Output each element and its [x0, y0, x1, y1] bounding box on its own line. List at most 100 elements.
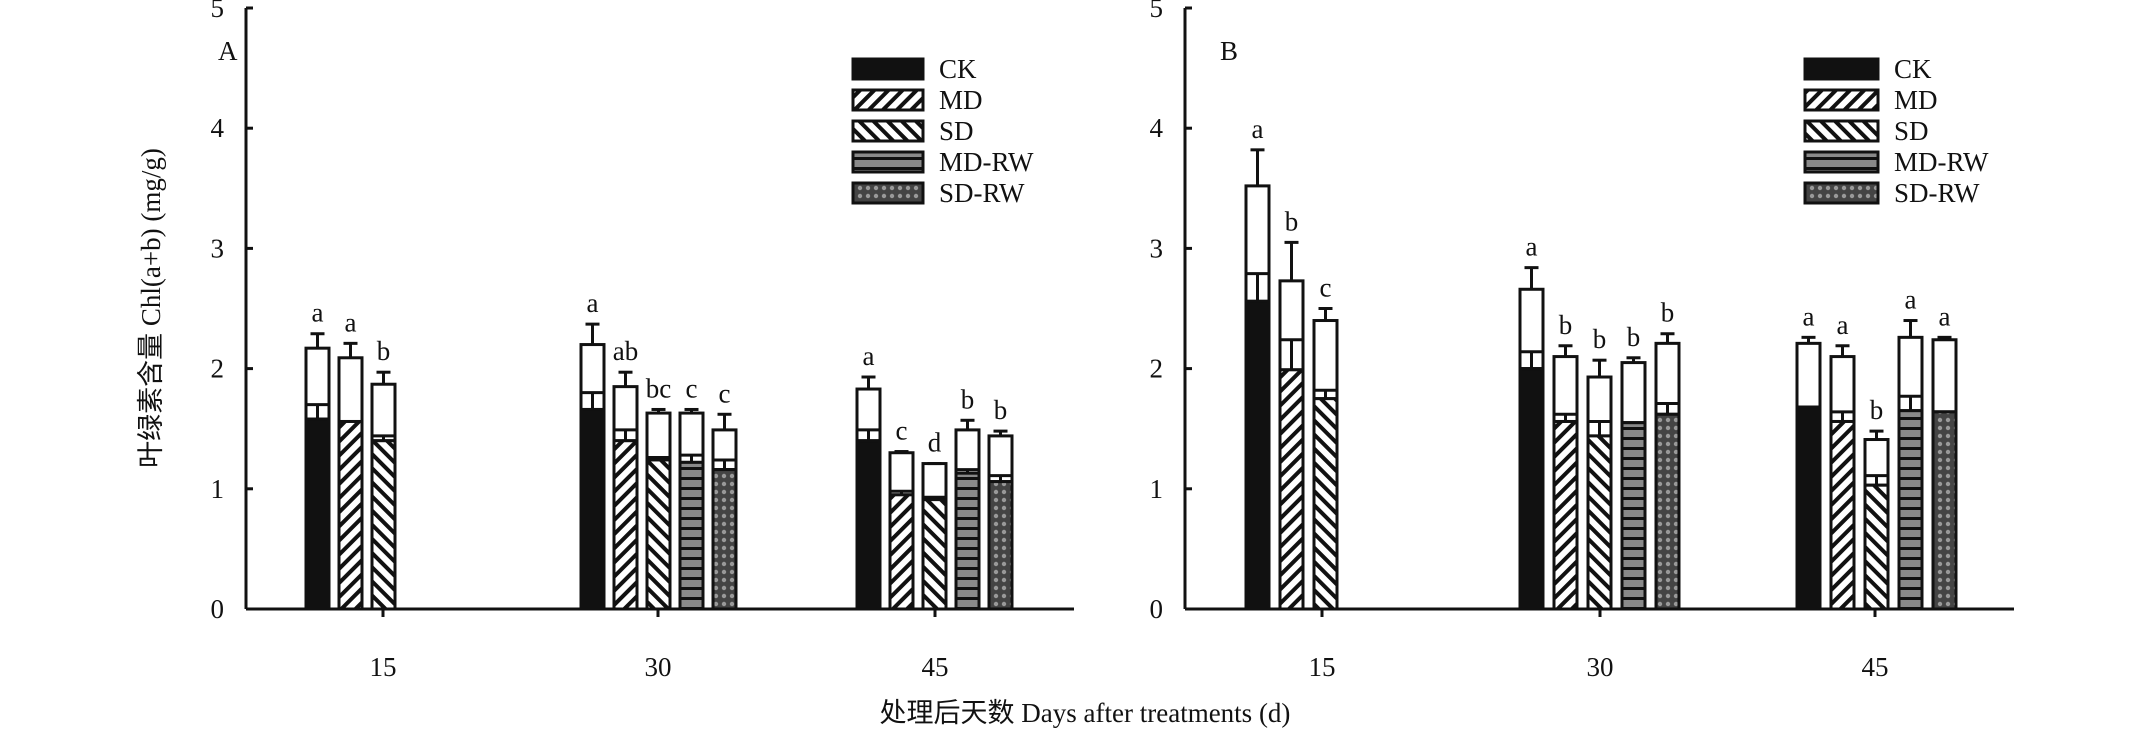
- x-tick-label: 45: [922, 652, 949, 682]
- bar-45-sd: b: [1863, 395, 1890, 611]
- bar-30-md: b: [1552, 310, 1579, 611]
- significance-label: b: [1870, 395, 1884, 425]
- significance-label: b: [1559, 310, 1573, 340]
- bar-upper-segment: [1620, 361, 1647, 425]
- x-axis-label: 处理后天数 Days after treatments (d): [880, 698, 1291, 728]
- legend-swatch-md-rw: [1803, 150, 1880, 174]
- y-tick-label: 3: [211, 233, 225, 263]
- bar-lower-segment: [337, 419, 364, 611]
- significance-label: a: [1905, 285, 1917, 315]
- bar-lower-segment: [1244, 299, 1271, 611]
- bar-30-sd-rw: b: [1654, 298, 1681, 611]
- bar-lower-segment: [579, 407, 606, 611]
- y-tick-label: 5: [211, 0, 225, 23]
- legend-label-sd-rw: SD-RW: [1894, 178, 1980, 208]
- bar-45-sd-rw: a: [1931, 301, 1958, 611]
- legend-label-ck: CK: [1894, 54, 1932, 84]
- significance-label: b: [1593, 324, 1607, 354]
- bar-45-md-rw: b: [954, 384, 981, 611]
- x-tick-label: 30: [1587, 652, 1614, 682]
- legend-label-md: MD: [1894, 85, 1938, 115]
- significance-label: a: [863, 341, 875, 371]
- bar-lower-segment: [1586, 434, 1613, 611]
- significance-label: a: [1803, 301, 1815, 331]
- legend-swatch-ck: [851, 57, 925, 81]
- bar-45-md: c: [888, 416, 915, 611]
- significance-label: d: [928, 428, 942, 458]
- bar-lower-segment: [855, 439, 882, 611]
- y-tick-label: 4: [1150, 113, 1164, 143]
- bar-lower-segment: [1312, 397, 1339, 611]
- legend-label-md-rw: MD-RW: [939, 147, 1034, 177]
- bar-lower-segment: [1829, 419, 1856, 611]
- y-tick-label: 0: [211, 594, 225, 624]
- bar-lower-segment: [370, 439, 397, 611]
- bar-30-md-rw: c: [678, 373, 705, 611]
- bar-lower-segment: [1620, 421, 1647, 611]
- bar-lower-segment: [1278, 368, 1305, 611]
- bar-30-sd-rw: c: [711, 378, 738, 611]
- y-tick-label: 2: [1150, 354, 1164, 384]
- legend-swatch-sd: [1803, 119, 1880, 143]
- bar-upper-segment: [954, 428, 981, 475]
- bar-upper-segment: [1931, 338, 1958, 414]
- bar-30-sd: b: [1586, 324, 1613, 611]
- legend-label-ck: CK: [939, 54, 977, 84]
- y-tick-label: 5: [1150, 0, 1164, 23]
- significance-label: bc: [646, 373, 672, 403]
- bar-15-md: b: [1278, 206, 1305, 611]
- legend-swatch-sd-rw: [851, 181, 925, 205]
- significance-label: a: [1837, 310, 1849, 340]
- legend-swatch-md: [1803, 88, 1880, 112]
- bar-upper-segment: [645, 411, 672, 462]
- significance-label: b: [1285, 206, 1299, 236]
- bar-lower-segment: [645, 458, 672, 611]
- y-tick-label: 1: [1150, 474, 1164, 504]
- y-tick-label: 2: [211, 354, 225, 384]
- bar-45-md: a: [1829, 310, 1856, 611]
- legend-swatch-md-rw: [851, 150, 925, 174]
- legend-label-md-rw: MD-RW: [1894, 147, 1989, 177]
- legend-swatch-sd-rw: [1803, 181, 1880, 205]
- bar-30-ck: a: [579, 288, 606, 611]
- bar-lower-segment: [612, 439, 639, 611]
- bar-lower-segment: [1552, 419, 1579, 611]
- significance-label: c: [719, 378, 731, 408]
- significance-label: a: [587, 288, 599, 318]
- bar-30-md-rw: b: [1620, 322, 1647, 611]
- bar-upper-segment: [888, 451, 915, 497]
- legend-label-md: MD: [939, 85, 983, 115]
- y-tick-label: 0: [1150, 594, 1164, 624]
- x-tick-label: 15: [370, 652, 397, 682]
- significance-label: b: [961, 384, 975, 414]
- bar-upper-segment: [1552, 355, 1579, 423]
- significance-label: b: [1661, 298, 1675, 328]
- bar-lower-segment: [921, 498, 948, 611]
- bar-lower-segment: [1863, 483, 1890, 611]
- bar-lower-segment: [888, 493, 915, 611]
- bar-upper-segment: [1795, 341, 1822, 409]
- significance-label: b: [994, 395, 1008, 425]
- bar-30-md: ab: [612, 336, 639, 611]
- significance-label: a: [1526, 232, 1538, 262]
- bar-upper-segment: [370, 382, 397, 443]
- bar-lower-segment: [678, 460, 705, 611]
- bar-lower-segment: [304, 417, 331, 611]
- significance-label: c: [896, 416, 908, 446]
- bar-lower-segment: [987, 480, 1014, 611]
- bar-lower-segment: [954, 471, 981, 611]
- legend-swatch-sd: [851, 119, 925, 143]
- bar-45-sd: d: [921, 428, 948, 611]
- panel-label: B: [1220, 36, 1238, 66]
- significance-label: c: [1320, 273, 1332, 303]
- legend-swatch-md: [851, 88, 925, 112]
- y-tick-label: 1: [211, 474, 225, 504]
- significance-label: a: [1252, 114, 1264, 144]
- x-tick-label: 15: [1309, 652, 1336, 682]
- bar-15-ck: a: [1244, 114, 1271, 611]
- legend-label-sd: SD: [939, 116, 974, 146]
- significance-label: a: [312, 298, 324, 328]
- significance-label: a: [345, 307, 357, 337]
- bar-15-ck: a: [304, 298, 331, 611]
